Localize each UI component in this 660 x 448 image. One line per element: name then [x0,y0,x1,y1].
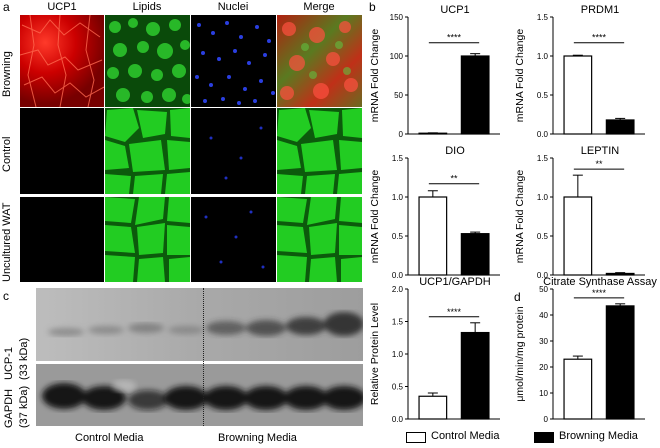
chart-5-ytick-label-4: 2.0 [392,285,404,294]
panel-letter-b: b [369,0,376,14]
chart-2-bar-control [563,55,593,135]
panel-letter-c: c [3,289,9,303]
chart-5-ytick-label-2: 1.0 [392,350,404,359]
chart-5-sig-stars: **** [447,307,462,317]
micrograph-uncultured-lipids [105,197,190,282]
chart-5-bar-control [418,395,448,420]
chart-4-ytick-label-2: 1.0 [537,193,549,202]
chart-3-ytick-label-0: 0.0 [392,271,404,280]
micrograph-browning-merge [277,15,362,107]
micrograph-control-merge [277,108,362,194]
chart-3-ytick-label-2: 1.0 [392,193,404,202]
chart-2-ytick-label-0: 0.0 [537,130,549,139]
column-title-merge: Merge [303,1,335,13]
micrograph-uncultured-nuclei [191,197,276,282]
panel-letter-a: a [3,0,10,14]
chart-6-ytick-label-3: 30 [539,337,548,346]
chart-3-ytick-label-3: 1.5 [392,154,404,163]
legend: Control Media Browning Media [406,430,656,446]
chart-2-ylabel: mRNA Fold Change [514,29,526,123]
chart-6-ytick-label-0: 0 [544,415,549,424]
chart-2-ytick-label-2: 1.0 [537,52,549,61]
legend-swatch-control [406,432,426,443]
chart-6-sig-stars: **** [592,288,607,298]
legend-swatch-browning [534,432,554,443]
chart-6-ytick-label-2: 20 [539,363,548,372]
chart-3-title: DIO [445,145,465,157]
chart-4-ytick-label-3: 1.5 [537,154,549,163]
chart-2-sig-stars: **** [592,33,607,43]
micrograph-control-lipids [105,108,190,194]
chart-1-bar-browning [460,55,490,135]
chart-1-ytick-label-3: 150 [390,13,404,22]
chart-4-title: LEPTIN [581,145,620,157]
chart-5-bar-browning [460,331,490,420]
blot-group-label-browning: Browning Media [218,432,297,444]
blot-ucp1-strip [36,288,363,361]
chart-2-bar-browning [605,119,635,135]
chart-6-title: Citrate Synthase Assay [543,276,657,288]
chart-5-ytick-label-1: 0.5 [392,383,404,392]
chart-4-ytick-label-0: 0.0 [537,271,549,280]
chart-4-ylabel: mRNA Fold Change [514,170,526,264]
blot-group-label-control: Control Media [75,432,144,444]
chart-1-ytick-label-2: 100 [390,52,404,61]
chart-6-ytick-label-5: 50 [539,285,548,294]
micrograph-control-ucp1 [20,108,104,194]
chart-2-ytick-label-3: 1.5 [537,13,549,22]
chart-1-title: UCP1 [440,4,469,16]
chart-4-ytick-label-1: 0.5 [537,232,549,241]
chart-5-title: UCP1/GAPDH [419,276,491,288]
chart-3-ytick-label-1: 0.5 [392,232,404,241]
chart-2-title: PRDM1 [581,4,620,16]
micrograph-uncultured-merge [277,197,362,282]
legend-label-control: Control Media [431,430,500,442]
chart-5-ylabel: Relative Protein Level [369,303,381,405]
micrograph-control-nuclei [191,108,276,194]
column-title-ucp1: UCP1 [47,1,77,13]
blot-divider [203,288,204,426]
column-title-lipids: Lipids [132,1,162,13]
chart-6-ytick-label-4: 40 [539,311,548,320]
chart-4-bar-browning [605,272,635,276]
micrograph-browning-nuclei [191,15,276,107]
blot-ucp1-bands [48,312,363,336]
chart-6-ytick-label-1: 10 [539,389,548,398]
micrograph-browning-ucp1 [20,15,104,107]
chart-3-sig-stars: ** [450,174,458,184]
chart-3-bar-browning [460,233,490,276]
blot-gapdh-bands [42,380,363,410]
chart-4-sig-stars: ** [595,159,603,169]
chart-1-ytick-label-1: 50 [394,91,403,100]
chart-1-sig-stars: **** [447,33,462,43]
column-title-nuclei: Nuclei [217,1,249,13]
chart-1-ytick-label-0: 0 [399,130,404,139]
chart-4-bar-control [563,196,593,276]
chart-3-bar-control [418,196,448,276]
panel-letter-d: d [514,290,521,304]
chart-6-bar-control [563,358,593,420]
chart-5-ytick-label-3: 1.5 [392,318,404,327]
chart-5-ytick-label-0: 0.0 [392,415,404,424]
chart-6-ylabel: μmol/min/mg protein [514,306,526,401]
chart-2-ytick-label-1: 0.5 [537,91,549,100]
micrograph-uncultured-ucp1 [20,197,104,282]
chart-1-ylabel: mRNA Fold Change [369,29,381,123]
chart-6-bar-browning [605,305,635,420]
chart-3-ylabel: mRNA Fold Change [369,170,381,264]
blot-gapdh-strip [36,364,363,426]
micrograph-browning-lipids [105,15,190,107]
legend-label-browning: Browning Media [559,430,638,442]
